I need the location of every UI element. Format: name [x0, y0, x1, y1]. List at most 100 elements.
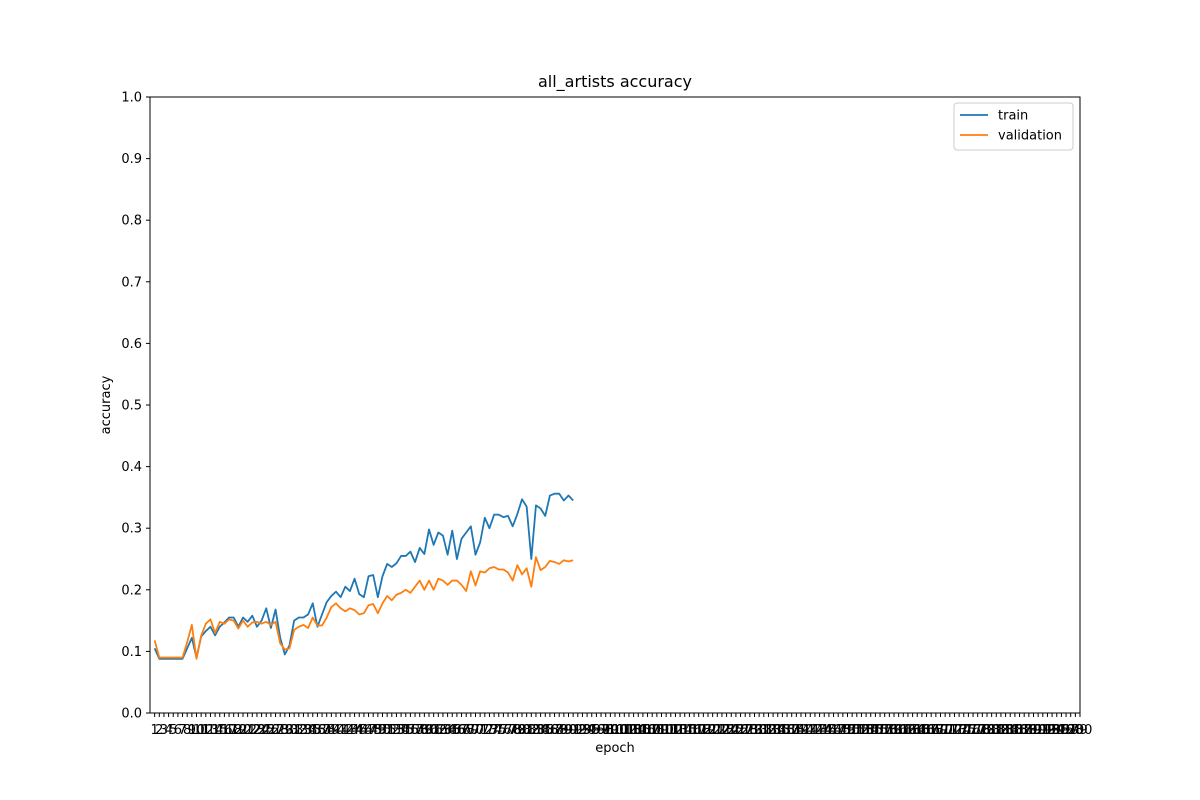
x-tick-label: 170 [928, 723, 953, 738]
x-tick-label: 129 [737, 723, 762, 738]
x-tick-label: 180 [975, 723, 1000, 738]
x-tick-label: 146 [816, 723, 841, 738]
x-tick-label: 22 [244, 723, 261, 738]
chart-title: all_artists accuracy [538, 72, 692, 92]
x-tick-label: 141 [793, 723, 818, 738]
x-tick-label: 144 [807, 723, 832, 738]
x-tick-label: 154 [854, 723, 879, 738]
x-tick-label: 169 [923, 723, 948, 738]
x-tick-label: 94 [579, 723, 596, 738]
x-tick-label: 101 [607, 723, 632, 738]
x-tick-label: 18 [225, 723, 242, 738]
x-tick-label: 126 [723, 723, 748, 738]
x-tick-label: 85 [537, 723, 554, 738]
x-tick-label: 168 [919, 723, 944, 738]
x-tick-label: 24 [253, 723, 270, 738]
x-tick-label: 97 [593, 723, 610, 738]
x-tick-label: 173 [942, 723, 967, 738]
x-tick-label: 95 [583, 723, 600, 738]
x-tick-label: 164 [900, 723, 925, 738]
x-tick-label: 32 [291, 723, 308, 738]
x-tick-label: 198 [1058, 723, 1083, 738]
x-tick-label: 167 [914, 723, 939, 738]
x-tick-label: 77 [500, 723, 517, 738]
y-tick-label: 0.8 [121, 214, 142, 229]
x-tick-label: 50 [374, 723, 391, 738]
x-tick-label: 74 [486, 723, 503, 738]
x-tick-label: 25 [258, 723, 275, 738]
x-tick-label: 40 [328, 723, 345, 738]
x-tick-label: 137 [775, 723, 800, 738]
x-tick-label: 55 [397, 723, 414, 738]
y-tick-label: 0.0 [121, 707, 142, 722]
x-tick-label: 41 [332, 723, 349, 738]
x-tick-label: 67 [453, 723, 470, 738]
x-tick-label: 143 [803, 723, 828, 738]
y-tick-label: 0.5 [121, 399, 142, 414]
x-tick-label: 186 [1002, 723, 1027, 738]
x-tick-label: 78 [504, 723, 521, 738]
x-tick-label: 66 [449, 723, 466, 738]
x-tick-label: 46 [356, 723, 373, 738]
x-tick-label: 195 [1044, 723, 1069, 738]
x-tick-label: 20 [235, 723, 252, 738]
x-tick-label: 132 [751, 723, 776, 738]
x-tick-label: 123 [710, 723, 735, 738]
x-tick-label: 157 [868, 723, 893, 738]
x-tick-label: 62 [430, 723, 447, 738]
y-tick-label: 0.7 [121, 275, 142, 290]
x-tick-label: 92 [570, 723, 587, 738]
x-tick-label: 138 [779, 723, 804, 738]
x-tick-label: 15 [211, 723, 228, 738]
x-tick-label: 43 [342, 723, 359, 738]
x-tick-label: 110 [649, 723, 674, 738]
x-tick-label: 156 [863, 723, 888, 738]
y-tick-label: 0.1 [121, 645, 142, 660]
x-tick-label: 188 [1012, 723, 1037, 738]
x-tick-label: 47 [360, 723, 377, 738]
x-tick-label: 72 [477, 723, 494, 738]
x-tick-label: 190 [1021, 723, 1046, 738]
x-tick-label: 51 [379, 723, 396, 738]
y-tick-label: 0.6 [121, 337, 142, 352]
x-tick-label: 82 [523, 723, 540, 738]
x-tick-label: 14 [207, 723, 224, 738]
x-tick-label: 116 [677, 723, 702, 738]
x-tick-label: 45 [351, 723, 368, 738]
x-tick-label: 193 [1035, 723, 1060, 738]
x-tick-label: 23 [249, 723, 266, 738]
x-tick-label: 153 [849, 723, 874, 738]
x-tick-label: 88 [551, 723, 568, 738]
y-tick-label: 0.2 [121, 583, 142, 598]
x-tick-label: 44 [346, 723, 363, 738]
x-tick-label: 171 [933, 723, 958, 738]
y-axis: 0.0 0.1 0.2 0.3 0.4 0.5 0.6 0.7 0.8 0.9 1.0 [121, 91, 150, 722]
plot-frame [149, 96, 1081, 714]
x-tick-label: 69 [463, 723, 480, 738]
x-tick-label: 68 [458, 723, 475, 738]
x-tick-label: 130 [742, 723, 767, 738]
x-tick-label: 4 [164, 723, 172, 738]
x-tick-label: 118 [686, 723, 711, 738]
x-tick-label: 93 [574, 723, 591, 738]
x-tick-label: 117 [682, 723, 707, 738]
y-tick-label: 1.0 [121, 91, 142, 106]
x-tick-label: 102 [612, 723, 637, 738]
x-tick-label: 19 [230, 723, 247, 738]
x-tick-label: 80 [514, 723, 531, 738]
x-tick-label: 111 [654, 723, 679, 738]
x-tick-label: 104 [621, 723, 646, 738]
x-tick-label: 81 [518, 723, 535, 738]
x-tick-label: 13 [202, 723, 219, 738]
x-tick-label: 42 [337, 723, 354, 738]
x-tick-label: 86 [542, 723, 559, 738]
x-tick-label: 73 [481, 723, 498, 738]
x-tick-label: 60 [421, 723, 438, 738]
x-tick-label: 34 [300, 723, 317, 738]
x-tick-label: 134 [761, 723, 786, 738]
x-tick-label: 182 [984, 723, 1009, 738]
x-tick-label: 119 [691, 723, 716, 738]
x-tick-label: 29 [277, 723, 294, 738]
x-tick-label: 165 [905, 723, 930, 738]
x-tick-label: 100 [603, 723, 628, 738]
